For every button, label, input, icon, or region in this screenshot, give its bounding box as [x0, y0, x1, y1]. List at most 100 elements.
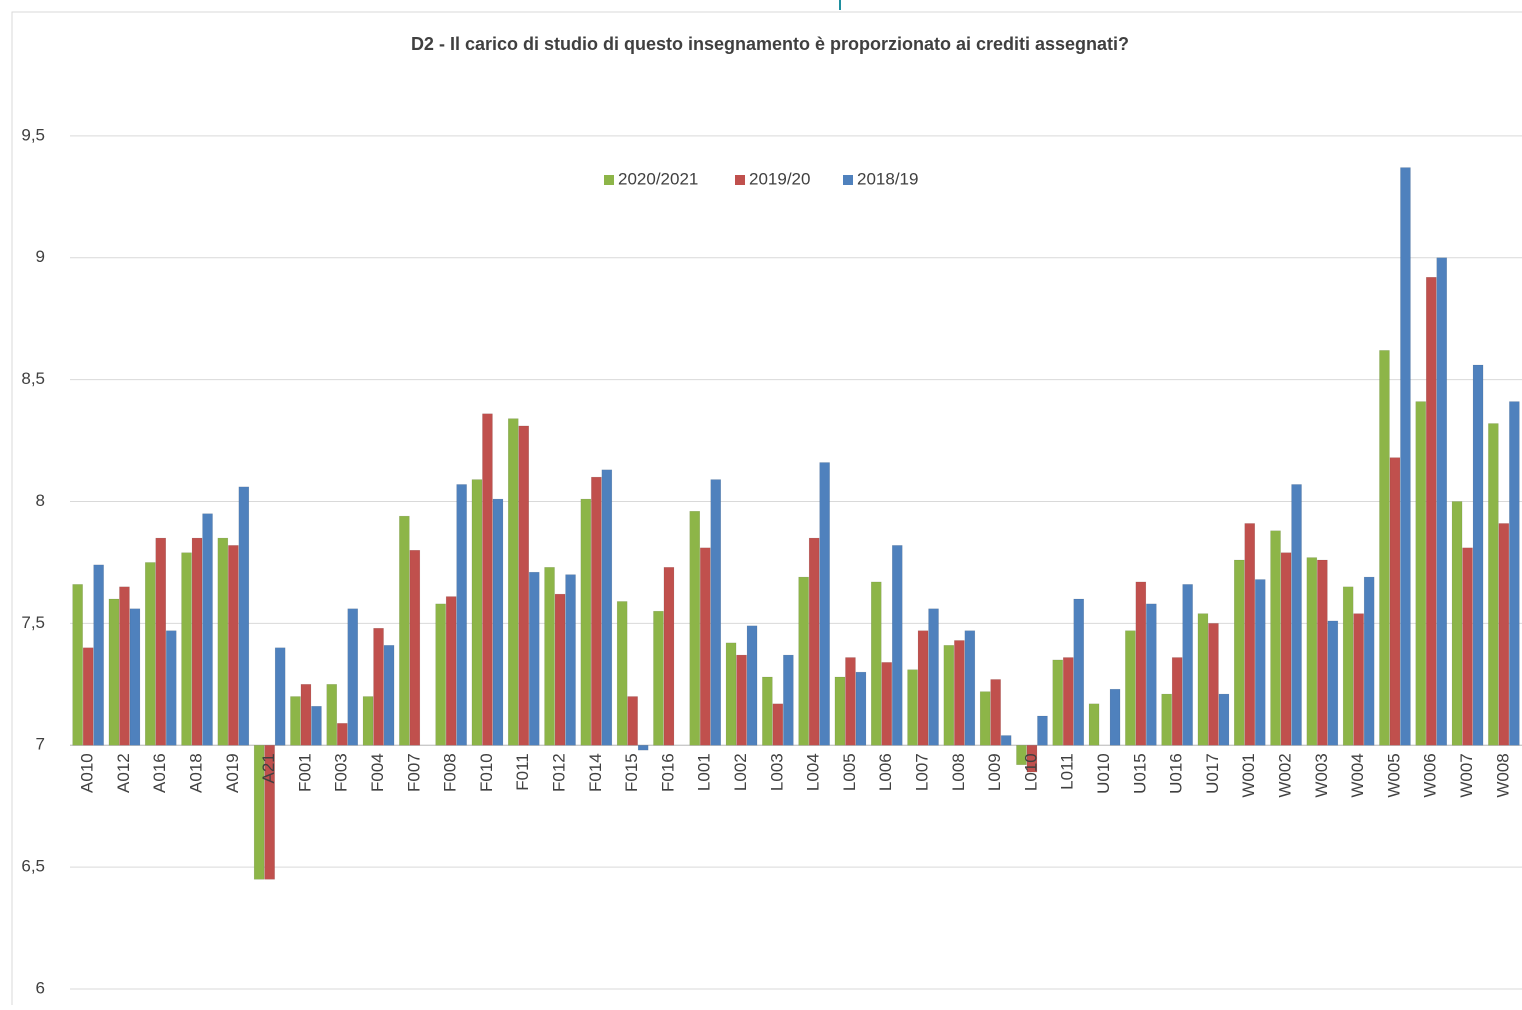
bar: [93, 564, 104, 746]
y-tick-label: 6,5: [21, 857, 45, 876]
bar: [1161, 693, 1172, 746]
bar: [772, 703, 784, 746]
legend-swatch: [604, 175, 614, 185]
x-tick-label: W004: [1348, 753, 1367, 797]
bar: [155, 537, 166, 746]
bar: [1218, 693, 1230, 746]
bar: [637, 745, 649, 751]
x-tick-label: L005: [840, 753, 859, 791]
bar: [689, 511, 700, 746]
bar: [616, 601, 628, 746]
bar: [798, 576, 809, 746]
bar: [565, 574, 576, 746]
bar: [1415, 401, 1426, 746]
x-tick-label: L001: [695, 753, 714, 791]
legend-swatch: [843, 175, 853, 185]
bar: [362, 696, 374, 746]
bar: [881, 662, 892, 746]
y-tick-label: 8: [36, 491, 45, 510]
bar: [108, 598, 120, 746]
bar: [1208, 623, 1219, 746]
bar: [1488, 423, 1499, 746]
bar: [1389, 457, 1401, 746]
bar: [746, 625, 758, 746]
bar: [700, 547, 711, 746]
bar: [1135, 581, 1147, 746]
bar: [943, 645, 955, 746]
bar: [1451, 501, 1463, 746]
bar: [1363, 576, 1375, 746]
bar: [917, 630, 929, 746]
y-tick-label: 9,5: [21, 125, 45, 144]
bar: [1472, 364, 1484, 746]
bar: [653, 610, 664, 746]
bar: [710, 479, 721, 746]
bar: [1327, 620, 1339, 746]
x-tick-label: L004: [804, 753, 823, 791]
x-tick-label: F011: [513, 753, 532, 791]
x-tick-label: L007: [913, 753, 932, 791]
x-tick-label: A016: [150, 753, 169, 793]
bar: [1306, 557, 1318, 746]
legend-label: 2020/2021: [618, 169, 698, 188]
bar: [580, 498, 592, 746]
x-tick-label: F007: [404, 753, 423, 792]
x-tick-label: L003: [767, 753, 786, 791]
bar: [1462, 547, 1473, 746]
x-tick-label: L010: [1021, 753, 1040, 791]
x-tick-label: W003: [1312, 753, 1331, 797]
bar: [1197, 613, 1209, 746]
bar: [145, 562, 156, 746]
bar: [1052, 659, 1063, 746]
bar: [1291, 484, 1302, 746]
x-tick-label: A010: [78, 753, 97, 793]
bar: [409, 550, 421, 746]
x-tick-label: U017: [1203, 753, 1222, 794]
bar: [964, 630, 976, 746]
x-tick-label: A012: [114, 753, 133, 793]
bar: [1498, 523, 1510, 746]
x-tick-label: L009: [985, 753, 1004, 791]
x-tick-label: W002: [1276, 753, 1295, 797]
bar: [181, 552, 192, 746]
x-tick-label: F014: [586, 753, 605, 792]
x-tick-label: W005: [1384, 753, 1403, 797]
bar: [1342, 586, 1354, 746]
x-tick-label: F001: [295, 753, 314, 792]
bar: [129, 608, 141, 746]
chart-title: D2 - Il carico di studio di questo inseg…: [411, 34, 1129, 54]
bar: [166, 630, 177, 746]
bar: [928, 608, 939, 746]
bar: [492, 498, 504, 746]
y-tick-label: 7: [36, 735, 45, 754]
bar: [202, 513, 213, 746]
bar: [1280, 552, 1292, 746]
bar: [264, 745, 275, 880]
bar: [508, 418, 519, 746]
bar: [855, 671, 867, 746]
bar: [601, 469, 613, 746]
bar: [518, 425, 529, 746]
bar: [1037, 715, 1048, 746]
x-tick-label: F010: [477, 753, 496, 792]
x-tick-label: W007: [1457, 753, 1476, 797]
bar: [834, 676, 846, 746]
legend-swatch: [735, 175, 745, 185]
bar: [907, 669, 918, 746]
bar: [347, 608, 358, 746]
bar: [990, 679, 1001, 746]
bar: [544, 567, 555, 746]
bar: [1182, 584, 1193, 746]
bar: [456, 484, 467, 746]
x-tick-label: W008: [1493, 753, 1512, 797]
bar: [1400, 167, 1411, 746]
x-tick-label: U016: [1167, 753, 1186, 794]
bar: [1125, 630, 1136, 746]
bar: [1000, 735, 1012, 746]
bar: [591, 476, 602, 746]
x-tick-label: L008: [949, 753, 968, 791]
bar: [736, 654, 747, 746]
bar: [529, 571, 540, 746]
bar: [1146, 603, 1157, 746]
